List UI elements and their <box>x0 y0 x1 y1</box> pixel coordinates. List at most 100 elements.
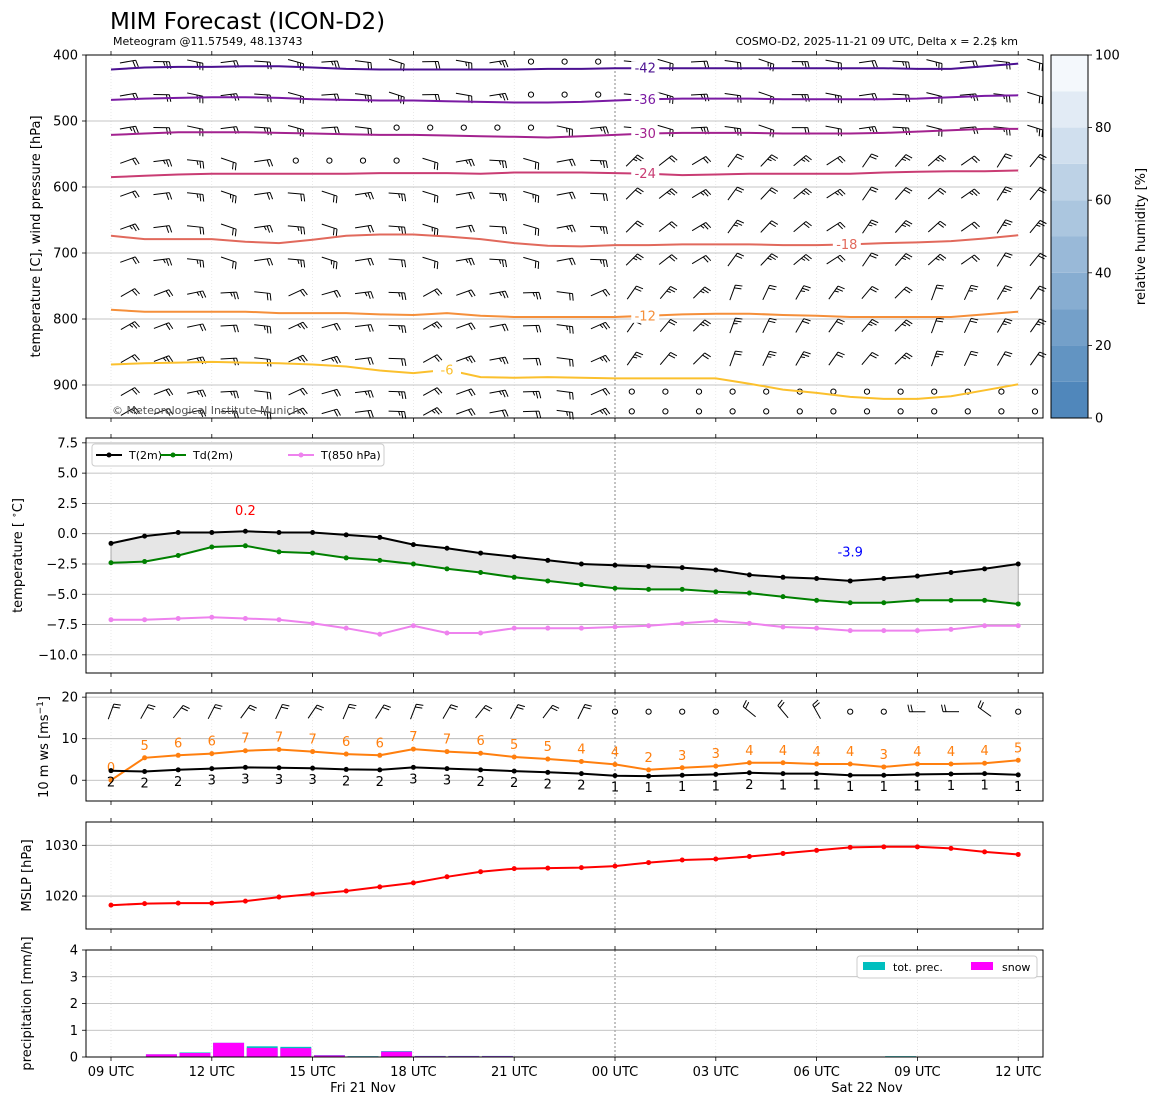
series-point <box>445 631 450 636</box>
gust-point <box>646 767 651 772</box>
gust-point <box>713 764 718 769</box>
series-point <box>781 575 786 580</box>
mean-wind-point <box>848 773 853 778</box>
gust-point <box>176 753 181 758</box>
gust-label: 7 <box>275 730 283 745</box>
mean-wind-label: 1 <box>712 779 720 794</box>
gust-label: 4 <box>745 744 753 759</box>
y-axis-label-unit: C] <box>11 498 26 512</box>
mslp-point <box>881 844 886 849</box>
wind-barb-flag <box>801 291 805 292</box>
wind-barb-flag <box>573 327 574 334</box>
gust-label: 4 <box>947 745 955 760</box>
mean-wind-label: 1 <box>880 780 888 795</box>
mean-wind-point <box>1016 772 1021 777</box>
wind-barb-flag <box>1002 324 1006 325</box>
gust-point <box>579 759 584 764</box>
precip-bar-snow <box>213 1043 244 1057</box>
series-point <box>142 534 147 539</box>
gust-point <box>142 755 147 760</box>
mslp-point <box>277 895 282 900</box>
series-point <box>781 624 786 629</box>
series-point <box>579 626 584 631</box>
colorbar-tick-label: 80 <box>1095 121 1112 136</box>
mslp-point <box>512 866 517 871</box>
mean-wind-label: 2 <box>174 775 182 790</box>
legend-swatch <box>971 962 993 970</box>
series-point <box>881 600 886 605</box>
series-point <box>512 626 517 631</box>
series-point <box>478 551 483 556</box>
x-tick-label: 09 UTC <box>894 1065 940 1080</box>
colorbar-segment <box>1051 309 1088 345</box>
mean-wind-label: 3 <box>241 772 249 787</box>
series-point <box>848 600 853 605</box>
wind-barb-flag <box>437 196 438 203</box>
mslp-point <box>646 860 651 865</box>
colorbar-tick-label: 100 <box>1095 49 1120 64</box>
series-point <box>646 564 651 569</box>
mean-wind-point <box>949 772 954 777</box>
series-point <box>109 560 114 565</box>
gust-point <box>949 762 954 767</box>
gust-label: 3 <box>678 749 686 764</box>
mean-wind-label: 2 <box>745 778 753 793</box>
isotherm-label: -18 <box>836 238 857 253</box>
x-tick-label: 00 UTC <box>592 1065 638 1080</box>
mean-wind-label: 1 <box>846 780 854 795</box>
series-point <box>781 594 786 599</box>
mean-wind-point <box>646 774 651 779</box>
x-tick-label: 09 UTC <box>88 1065 134 1080</box>
gust-point <box>411 747 416 752</box>
gust-label: 2 <box>644 751 652 766</box>
mean-wind-point <box>613 773 618 778</box>
y-axis-label: temperature [ ∘C] <box>10 498 26 613</box>
series-point <box>747 621 752 626</box>
series-point <box>848 578 853 583</box>
mean-wind-point <box>881 773 886 778</box>
series-point <box>277 617 282 622</box>
panel-background <box>86 822 1043 929</box>
y-tick-label: 600 <box>53 181 78 196</box>
gust-label: 7 <box>443 733 451 748</box>
series-point <box>344 532 349 537</box>
mean-wind-point <box>982 771 987 776</box>
y-tick-label: 700 <box>53 247 78 262</box>
mean-wind-point <box>545 770 550 775</box>
series-point <box>512 554 517 559</box>
gust-point <box>377 753 382 758</box>
x-tick-label: 15 UTC <box>289 1065 335 1080</box>
mean-wind-point <box>814 771 819 776</box>
colorbar-tick-label: 20 <box>1095 339 1112 354</box>
y-axis-label-sup: −1 <box>36 701 46 714</box>
series-point <box>445 566 450 571</box>
mean-wind-point <box>310 766 315 771</box>
mean-wind-label: 1 <box>678 780 686 795</box>
mean-wind-label: 1 <box>611 781 619 796</box>
series-point <box>209 615 214 620</box>
colorbar-tick-label: 40 <box>1095 266 1112 281</box>
mean-wind-point <box>411 765 416 770</box>
wind-barb-staff <box>389 292 405 293</box>
gust-point <box>310 749 315 754</box>
gust-label: 6 <box>208 735 216 750</box>
colorbar-segment <box>1051 237 1088 273</box>
mean-wind-point <box>209 766 214 771</box>
isotherm-label: -12 <box>635 309 656 324</box>
y-axis-label-end: ] <box>37 696 52 701</box>
wind-barb-staff <box>389 358 405 359</box>
gust-label: 4 <box>913 745 921 760</box>
series-point <box>915 598 920 603</box>
gust-point <box>512 754 517 759</box>
colorbar-segment <box>1051 91 1088 127</box>
x-day-label: Sat 22 Nov <box>831 1081 903 1096</box>
series-point <box>579 582 584 587</box>
y-axis-label: precipitation [mm/h] <box>20 936 35 1070</box>
extreme-annotation: -3.9 <box>838 545 863 560</box>
series-point <box>377 535 382 540</box>
extreme-annotation: 0.2 <box>235 504 256 519</box>
series-point <box>982 566 987 571</box>
mean-wind-label: 1 <box>913 779 921 794</box>
series-point <box>680 565 685 570</box>
colorbar-segment <box>1051 128 1088 164</box>
